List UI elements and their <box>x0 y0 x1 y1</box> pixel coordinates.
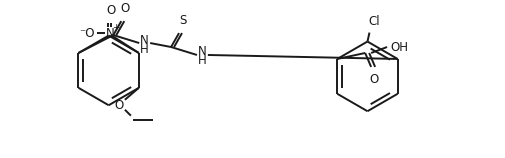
Text: O: O <box>106 4 115 17</box>
Text: +: + <box>112 23 120 32</box>
Text: O: O <box>369 73 378 86</box>
Text: ⁻O: ⁻O <box>79 27 94 40</box>
Text: H: H <box>197 55 206 67</box>
Text: O: O <box>114 99 123 112</box>
Text: S: S <box>179 14 186 27</box>
Text: N: N <box>106 27 114 40</box>
Text: Cl: Cl <box>368 15 379 28</box>
Text: H: H <box>139 43 148 55</box>
Text: N: N <box>139 33 148 47</box>
Text: OH: OH <box>389 40 407 54</box>
Text: N: N <box>197 46 206 58</box>
Text: O: O <box>120 2 130 15</box>
